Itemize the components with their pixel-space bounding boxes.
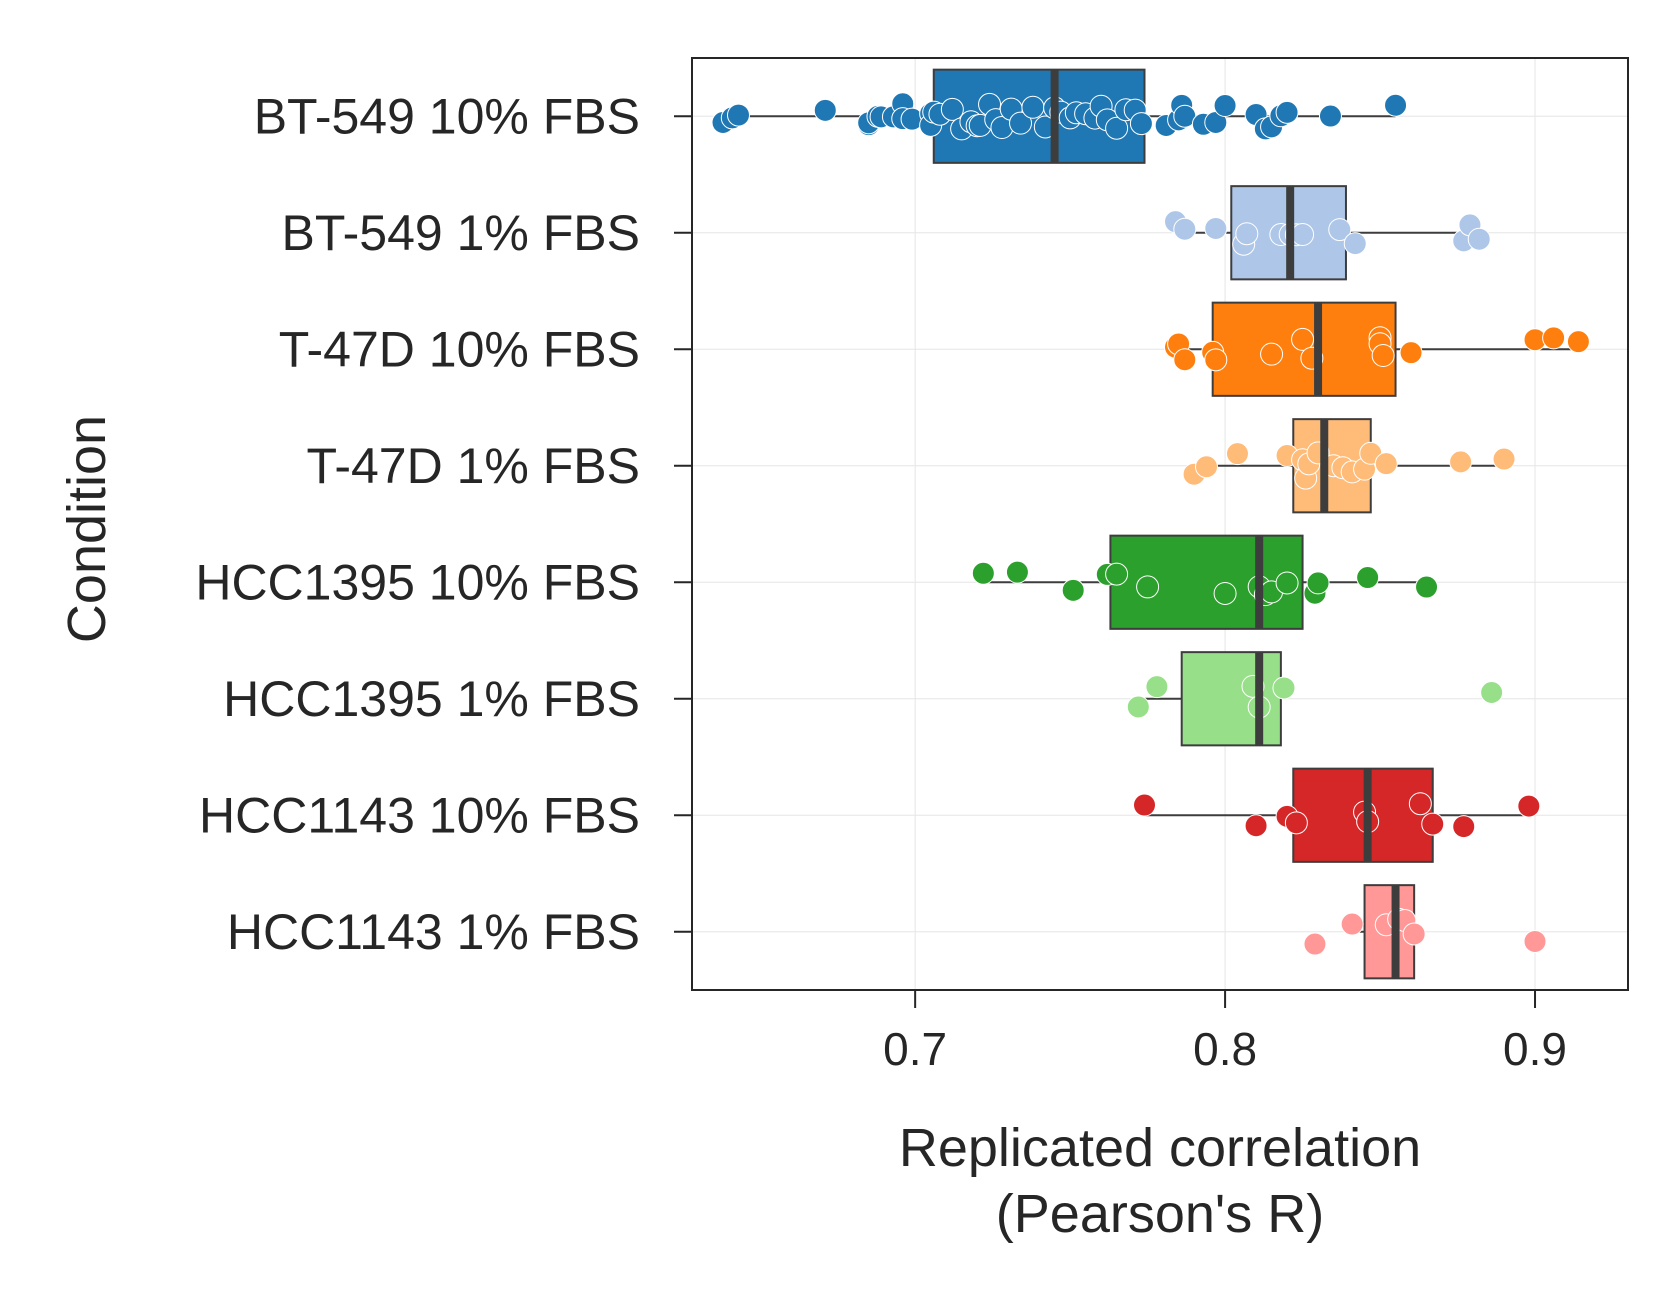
data-point (1306, 571, 1330, 595)
data-point (1225, 442, 1249, 466)
data-point (1126, 695, 1150, 719)
data-point (1213, 94, 1237, 118)
data-point (1173, 348, 1197, 372)
data-point (1275, 571, 1299, 595)
data-point (1480, 681, 1504, 705)
data-point (1303, 932, 1327, 956)
data-point (1021, 95, 1045, 119)
data-point (1244, 814, 1268, 838)
y-tick-label: T-47D 1% FBS (307, 438, 640, 494)
data-point (1133, 793, 1157, 817)
data-point (1009, 111, 1033, 135)
data-point (1374, 452, 1398, 476)
x-axis: 0.7 0.8 0.9 (883, 990, 1567, 1075)
data-point (1328, 218, 1352, 242)
y-tick-label: BT-549 10% FBS (254, 88, 640, 144)
data-point (971, 561, 995, 585)
data-point (1452, 815, 1476, 839)
x-tick-label: 0.9 (1503, 1023, 1567, 1075)
data-point (1523, 929, 1547, 953)
data-point (1415, 575, 1439, 599)
data-point (1284, 811, 1308, 835)
data-point (1318, 104, 1342, 128)
x-axis-title-line-2: (Pearson's R) (996, 1184, 1324, 1244)
y-tick-label: HCC1395 10% FBS (195, 554, 640, 610)
x-tick-label: 0.8 (1193, 1023, 1257, 1075)
data-point (1399, 341, 1423, 365)
data-point (1421, 812, 1445, 836)
x-axis-title-line-1: Replicated correlation (899, 1118, 1421, 1178)
data-point (726, 103, 750, 127)
data-point (1005, 560, 1029, 584)
y-tick-label: HCC1395 1% FBS (223, 671, 640, 727)
data-point (1467, 227, 1491, 251)
data-point (1356, 566, 1380, 590)
data-point (1291, 223, 1315, 247)
data-point (1194, 455, 1218, 479)
data-point (1291, 327, 1315, 351)
data-point (1235, 222, 1259, 246)
data-point (1272, 676, 1296, 700)
data-point (1213, 581, 1237, 605)
data-point (1408, 792, 1432, 816)
y-axis-title: Condition (57, 415, 117, 643)
data-point (1340, 912, 1364, 936)
data-point (1129, 112, 1153, 136)
data-point (1275, 100, 1299, 124)
data-point (1145, 675, 1169, 699)
data-point (813, 98, 837, 122)
data-point (1371, 344, 1395, 368)
data-point (1204, 216, 1228, 240)
plot-frame (691, 57, 1629, 991)
data-point (1260, 342, 1284, 366)
data-point (1566, 330, 1590, 354)
y-tick-label: HCC1143 10% FBS (199, 787, 640, 843)
data-point (1492, 447, 1516, 471)
data-point (1204, 348, 1228, 372)
data-point (1173, 217, 1197, 241)
data-point (1136, 575, 1160, 599)
data-point (1542, 326, 1566, 350)
data-point (1402, 922, 1426, 946)
x-tick-label: 0.7 (883, 1023, 947, 1075)
data-point (1343, 232, 1367, 256)
median-layer (1050, 69, 1400, 979)
data-point (1384, 93, 1408, 117)
y-tick-label: BT-549 1% FBS (282, 205, 641, 261)
data-point (1061, 578, 1085, 602)
data-point (1449, 450, 1473, 474)
data-point (1105, 562, 1129, 586)
y-tick-label: HCC1143 1% FBS (227, 904, 640, 960)
y-tick-label: T-47D 10% FBS (279, 321, 640, 377)
data-point (1517, 794, 1541, 818)
y-axis: BT-549 10% FBS BT-549 1% FBS T-47D 10% FBS… (195, 88, 692, 960)
data-point (940, 97, 964, 121)
data-point (1105, 116, 1129, 140)
